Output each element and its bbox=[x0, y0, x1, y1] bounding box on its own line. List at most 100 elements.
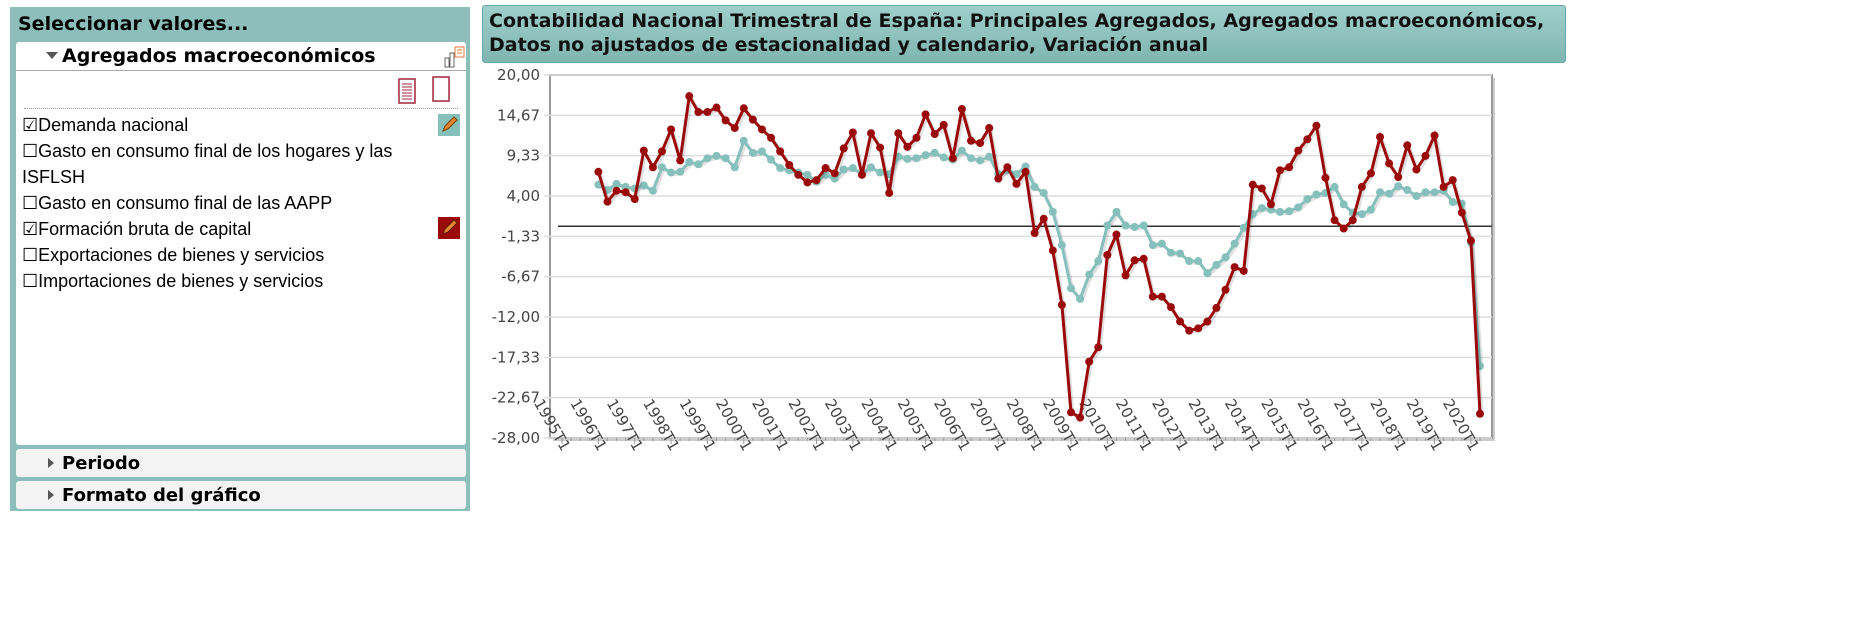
data-point[interactable] bbox=[1194, 257, 1203, 266]
data-point[interactable] bbox=[676, 156, 685, 165]
data-point[interactable] bbox=[1021, 167, 1030, 176]
data-point[interactable] bbox=[1003, 163, 1012, 172]
data-point[interactable] bbox=[594, 167, 603, 176]
data-point[interactable] bbox=[1103, 221, 1112, 230]
data-point[interactable] bbox=[867, 129, 876, 138]
data-point[interactable] bbox=[894, 129, 903, 138]
data-point[interactable] bbox=[721, 154, 730, 163]
list-item-demanda-nacional[interactable]: ☑Demanda nacional bbox=[22, 112, 442, 138]
data-point[interactable] bbox=[912, 133, 921, 142]
data-point[interactable] bbox=[957, 146, 966, 155]
data-point[interactable] bbox=[685, 92, 694, 101]
data-point[interactable] bbox=[848, 164, 857, 173]
data-point[interactable] bbox=[1439, 182, 1448, 191]
data-point[interactable] bbox=[1430, 131, 1439, 140]
data-point[interactable] bbox=[703, 108, 712, 117]
data-point[interactable] bbox=[1121, 271, 1130, 280]
data-point[interactable] bbox=[821, 164, 830, 173]
data-point[interactable] bbox=[639, 181, 648, 190]
data-point[interactable] bbox=[1048, 246, 1057, 255]
data-point[interactable] bbox=[1176, 317, 1185, 326]
data-point[interactable] bbox=[757, 147, 766, 156]
data-point[interactable] bbox=[721, 116, 730, 125]
data-point[interactable] bbox=[767, 133, 776, 142]
data-point[interactable] bbox=[703, 154, 712, 163]
data-point[interactable] bbox=[1112, 230, 1121, 239]
data-point[interactable] bbox=[1312, 190, 1321, 199]
data-point[interactable] bbox=[1466, 236, 1475, 245]
data-point[interactable] bbox=[1203, 269, 1212, 278]
pencil-icon-red[interactable] bbox=[438, 217, 460, 239]
select-all-icon[interactable] bbox=[398, 78, 416, 104]
data-point[interactable] bbox=[1066, 408, 1075, 417]
data-point[interactable] bbox=[1357, 182, 1366, 191]
data-point[interactable] bbox=[739, 136, 748, 145]
data-point[interactable] bbox=[1294, 146, 1303, 155]
checkbox[interactable]: ☐ bbox=[22, 141, 39, 161]
data-point[interactable] bbox=[876, 168, 885, 177]
data-point[interactable] bbox=[1121, 221, 1130, 230]
data-point[interactable] bbox=[757, 125, 766, 134]
data-point[interactable] bbox=[1430, 188, 1439, 197]
data-point[interactable] bbox=[712, 151, 721, 160]
data-point[interactable] bbox=[1303, 195, 1312, 204]
data-point[interactable] bbox=[1476, 409, 1484, 418]
data-point[interactable] bbox=[1330, 182, 1339, 191]
data-point[interactable] bbox=[948, 154, 957, 163]
data-point[interactable] bbox=[1185, 257, 1194, 266]
data-point[interactable] bbox=[1103, 250, 1112, 259]
data-point[interactable] bbox=[803, 170, 812, 179]
data-point[interactable] bbox=[867, 163, 876, 172]
data-point[interactable] bbox=[748, 148, 757, 157]
data-point[interactable] bbox=[1266, 200, 1275, 209]
data-point[interactable] bbox=[930, 148, 939, 157]
data-point[interactable] bbox=[1276, 207, 1285, 216]
checkbox[interactable]: ☐ bbox=[22, 193, 39, 213]
data-point[interactable] bbox=[1185, 326, 1194, 335]
data-point[interactable] bbox=[1157, 292, 1166, 301]
data-point[interactable] bbox=[1394, 173, 1403, 182]
data-point[interactable] bbox=[648, 186, 657, 195]
data-point[interactable] bbox=[848, 128, 857, 137]
data-point[interactable] bbox=[667, 125, 676, 134]
data-point[interactable] bbox=[767, 155, 776, 164]
data-point[interactable] bbox=[1421, 151, 1430, 160]
data-point[interactable] bbox=[1421, 188, 1430, 197]
data-point[interactable] bbox=[657, 163, 666, 172]
data-point[interactable] bbox=[1285, 163, 1294, 172]
data-point[interactable] bbox=[1094, 343, 1103, 352]
data-point[interactable] bbox=[1230, 239, 1239, 248]
list-item-gasto-hogares[interactable]: ☐Gasto en consumo final de los hogares y… bbox=[22, 138, 442, 190]
data-point[interactable] bbox=[1166, 248, 1175, 257]
data-point[interactable] bbox=[1403, 141, 1412, 150]
data-point[interactable] bbox=[1412, 165, 1421, 174]
data-point[interactable] bbox=[939, 153, 948, 162]
chart-options-icon[interactable] bbox=[444, 46, 466, 68]
list-item-fbc[interactable]: ☑Formación bruta de capital bbox=[22, 216, 442, 242]
data-point[interactable] bbox=[630, 195, 639, 204]
data-point[interactable] bbox=[639, 146, 648, 155]
data-point[interactable] bbox=[1176, 249, 1185, 258]
data-point[interactable] bbox=[1066, 284, 1075, 293]
data-point[interactable] bbox=[1166, 303, 1175, 312]
data-point[interactable] bbox=[694, 160, 703, 169]
data-point[interactable] bbox=[1257, 204, 1266, 213]
data-point[interactable] bbox=[1366, 205, 1375, 214]
data-point[interactable] bbox=[985, 152, 994, 161]
data-point[interactable] bbox=[730, 163, 739, 172]
data-point[interactable] bbox=[712, 103, 721, 112]
data-point[interactable] bbox=[1094, 257, 1103, 266]
list-item-gasto-aapp[interactable]: ☐Gasto en consumo final de las AAPP bbox=[22, 190, 442, 216]
data-point[interactable] bbox=[1366, 169, 1375, 178]
data-point[interactable] bbox=[1212, 303, 1221, 312]
checkbox-checked[interactable]: ☑ bbox=[22, 219, 39, 239]
data-point[interactable] bbox=[1285, 207, 1294, 216]
pencil-icon-teal[interactable] bbox=[438, 114, 460, 136]
data-point[interactable] bbox=[1130, 256, 1139, 265]
data-point[interactable] bbox=[976, 156, 985, 165]
data-point[interactable] bbox=[1448, 198, 1457, 207]
data-point[interactable] bbox=[903, 154, 912, 163]
data-point[interactable] bbox=[1239, 223, 1248, 232]
data-point[interactable] bbox=[1376, 188, 1385, 197]
data-point[interactable] bbox=[667, 168, 676, 177]
